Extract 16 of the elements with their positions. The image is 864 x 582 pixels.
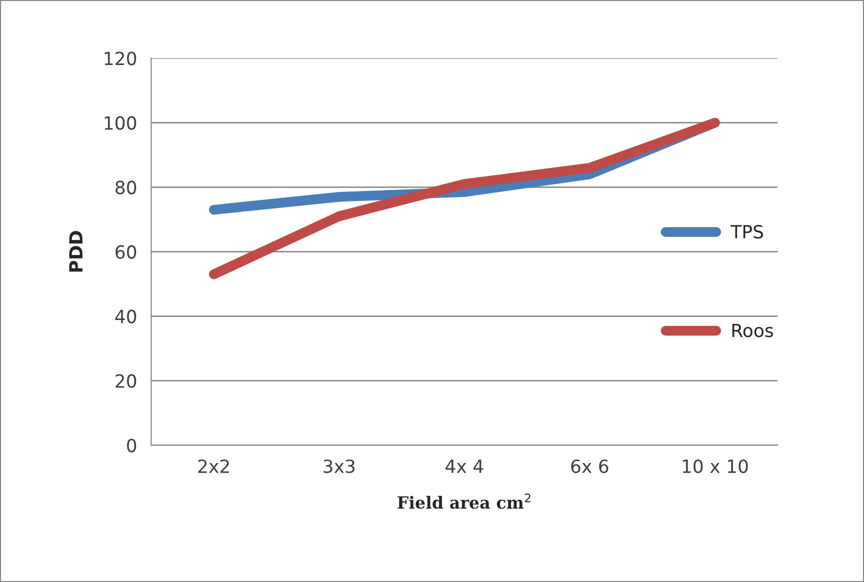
x-tick-label: 4x 4 bbox=[446, 460, 484, 473]
y-tick-label: 60 bbox=[116, 245, 136, 259]
x-tick-label: 3x3 bbox=[324, 459, 354, 474]
y-tick-label: 100 bbox=[104, 116, 136, 130]
y-tick-label: 120 bbox=[104, 52, 136, 66]
y-tick-label: 40 bbox=[115, 310, 136, 324]
legend-label: TPS bbox=[730, 224, 764, 239]
legend-label: Roos bbox=[732, 324, 773, 338]
y-axis-title: PDD bbox=[69, 231, 82, 272]
x-tick-label: 2x2 bbox=[198, 459, 229, 473]
y-tick-label: 0 bbox=[127, 438, 136, 452]
y-tick-label: 20 bbox=[116, 374, 136, 388]
y-tick-label: 80 bbox=[116, 180, 136, 194]
x-axis-title: Field area cm$^{2}$ bbox=[398, 494, 530, 509]
x-tick-label: 10 x 10 bbox=[682, 459, 748, 474]
x-tick-label: 6x 6 bbox=[571, 459, 608, 474]
